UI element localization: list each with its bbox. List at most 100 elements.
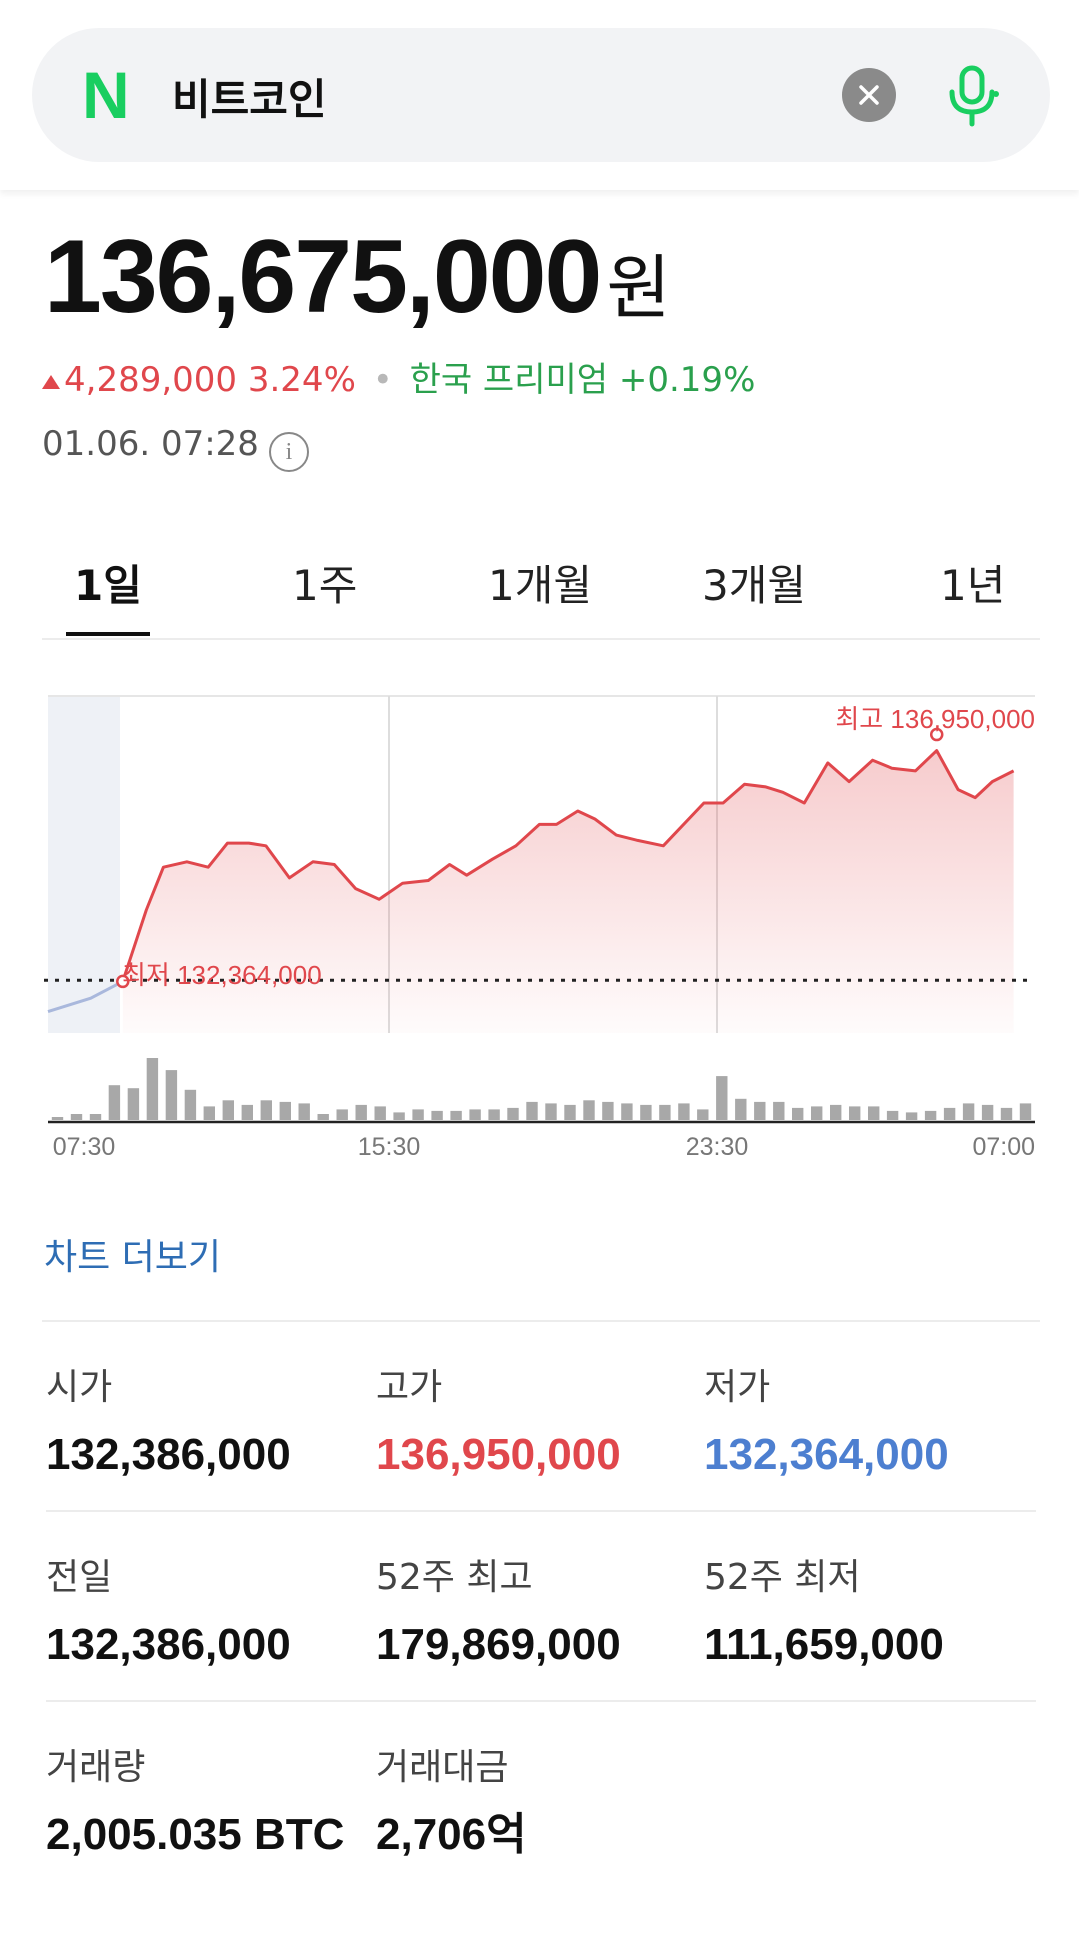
search-input[interactable]: 비트코인 — [172, 75, 327, 124]
stat-label: 거래대금 — [376, 1747, 509, 1788]
volume-bar — [374, 1106, 386, 1120]
volume-bar — [697, 1109, 709, 1120]
volume-bar — [507, 1107, 519, 1120]
current-price: 136,675,000원 — [44, 218, 671, 337]
stats-row: 시가 132,386,000 고가 136,950,000 저가 132,364… — [46, 1322, 1036, 1512]
volume-bar — [127, 1088, 140, 1120]
volume-bar — [678, 1103, 690, 1120]
volume-bar — [336, 1109, 348, 1120]
volume-bar — [564, 1104, 576, 1120]
price-timestamp: 01.06. 07:28 i — [42, 424, 309, 472]
volume-bar — [222, 1100, 234, 1120]
volume-bar — [108, 1085, 121, 1120]
stat-trade-value: 거래대금 2,706억 — [376, 1738, 696, 1866]
info-icon[interactable]: i — [268, 432, 309, 472]
price-value: 136,675,000 — [44, 219, 602, 335]
price-change: 4,289,000 3.24% • 한국 프리미엄 +0.19% — [42, 352, 755, 401]
volume-bar — [905, 1112, 918, 1120]
volume-bar — [89, 1114, 102, 1120]
volume-bar — [70, 1114, 83, 1120]
high-point-marker — [929, 727, 944, 742]
volume-bar — [545, 1103, 557, 1120]
stat-value: 132,386,000 — [46, 1620, 291, 1669]
volume-bar — [792, 1107, 804, 1120]
price-line — [121, 749, 1015, 982]
volume-bar — [981, 1104, 994, 1120]
volume-bar — [488, 1109, 500, 1120]
volume-bar — [317, 1114, 329, 1120]
volume-bar — [830, 1104, 842, 1120]
stat-label: 전일 — [46, 1557, 113, 1598]
price-chart[interactable]: 최고 136,950,000 최저 132,364,000 07:30 15:3… — [40, 690, 1040, 1170]
stat-prev-close: 전일 132,386,000 — [46, 1548, 366, 1676]
volume-bar — [811, 1106, 823, 1120]
volume-bar — [583, 1100, 595, 1120]
stat-label: 저가 — [704, 1367, 771, 1408]
volume-bar — [716, 1076, 728, 1120]
stat-high: 고가 136,950,000 — [376, 1358, 696, 1486]
stat-value: 2,005.035 BTC — [46, 1810, 345, 1859]
volume-bars — [51, 1058, 1032, 1120]
volume-bar — [450, 1110, 462, 1120]
korea-premium-value: +0.19% — [618, 360, 756, 400]
tab-3-months[interactable]: 3개월 — [702, 561, 807, 610]
volume-bar — [640, 1104, 652, 1120]
volume-bar — [412, 1109, 424, 1120]
stat-52w-high: 52주 최고 179,869,000 — [376, 1548, 696, 1676]
tab-1-year[interactable]: 1년 — [940, 561, 1006, 610]
stat-label: 거래량 — [46, 1747, 146, 1788]
chart-more-link[interactable]: 차트 더보기 — [44, 1237, 222, 1278]
mic-icon — [949, 65, 999, 127]
x-tick-label: 07:00 — [972, 1133, 1035, 1161]
stat-value: 132,386,000 — [46, 1430, 291, 1479]
stat-low: 저가 132,364,000 — [704, 1358, 1024, 1486]
close-icon — [859, 85, 879, 105]
search-header: N 비트코인 — [0, 0, 1079, 190]
naver-logo-icon[interactable]: N — [82, 58, 130, 132]
voice-search-button[interactable] — [938, 62, 1006, 130]
volume-bar — [773, 1101, 785, 1120]
period-tabs: 1일 1주 1개월 3개월 1년 — [42, 540, 1040, 640]
search-bar[interactable]: N 비트코인 — [32, 28, 1050, 162]
tab-1-month[interactable]: 1개월 — [488, 561, 593, 610]
clear-search-button[interactable] — [842, 68, 896, 122]
volume-bar — [431, 1110, 443, 1120]
volume-bar — [393, 1112, 405, 1120]
stats-row: 거래량 2,005.035 BTC 거래대금 2,706억 — [46, 1702, 1036, 1890]
volume-bar — [165, 1070, 178, 1120]
change-percent: 3.24% — [247, 360, 356, 400]
x-tick-label: 23:30 — [686, 1133, 749, 1161]
volume-bar — [621, 1103, 633, 1120]
price-area — [122, 750, 1014, 1033]
pre-market-shade — [48, 696, 120, 1033]
volume-bar — [51, 1117, 64, 1120]
stats-table: 시가 132,386,000 고가 136,950,000 저가 132,364… — [42, 1320, 1040, 1890]
volume-bar — [943, 1107, 956, 1120]
volume-bar — [868, 1106, 880, 1120]
low-label: 최저 132,364,000 — [122, 960, 322, 990]
volume-bar — [355, 1104, 367, 1120]
stats-row: 전일 132,386,000 52주 최고 179,869,000 52주 최저… — [46, 1512, 1036, 1702]
high-label: 최고 136,950,000 — [835, 704, 1035, 734]
low-point-marker — [116, 974, 130, 989]
volume-bar — [735, 1098, 747, 1120]
tab-1-day[interactable]: 1일 — [74, 561, 142, 610]
stat-volume: 거래량 2,005.035 BTC — [46, 1738, 346, 1866]
x-tick-label: 07:30 — [53, 1133, 116, 1161]
stat-label: 고가 — [376, 1367, 443, 1408]
volume-bar — [469, 1109, 481, 1120]
volume-bar — [526, 1101, 538, 1120]
active-tab-indicator — [66, 632, 150, 636]
x-tick-label: 15:30 — [358, 1133, 421, 1161]
stat-value: 111,659,000 — [704, 1620, 944, 1669]
volume-bar — [754, 1101, 766, 1120]
volume-bar — [849, 1106, 861, 1120]
stat-open: 시가 132,386,000 — [46, 1358, 366, 1486]
volume-bar — [184, 1089, 197, 1120]
volume-bar — [298, 1103, 310, 1120]
stat-52w-low: 52주 최저 111,659,000 — [704, 1548, 1024, 1676]
volume-bar — [146, 1058, 159, 1120]
volume-bar — [659, 1104, 671, 1120]
volume-bar — [924, 1110, 937, 1120]
tab-1-week[interactable]: 1주 — [292, 561, 358, 610]
